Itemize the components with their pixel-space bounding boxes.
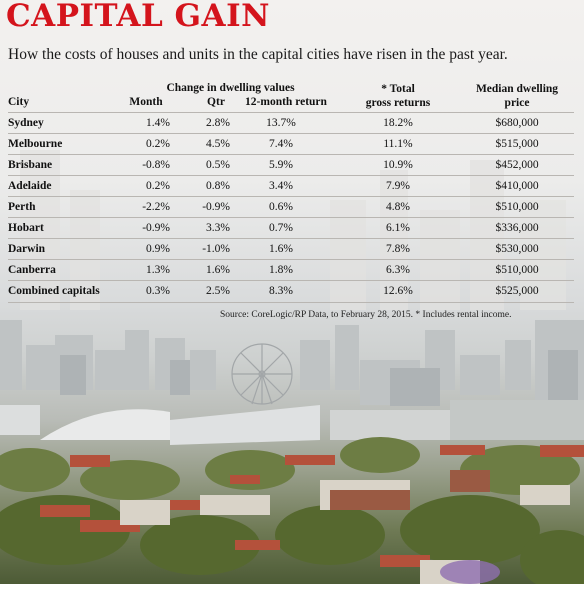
row-divider bbox=[8, 154, 574, 155]
header-12-month-return: 12-month return bbox=[245, 96, 327, 108]
month-change: 1.4% bbox=[146, 117, 170, 129]
city-name: Darwin bbox=[8, 243, 46, 255]
row-divider bbox=[8, 259, 574, 260]
gross-return: 7.9% bbox=[386, 180, 410, 192]
median-price: $680,000 bbox=[495, 117, 539, 129]
header-gross-returns-line2: gross returns bbox=[365, 97, 431, 109]
month-change: 0.3% bbox=[146, 285, 170, 297]
row-divider bbox=[8, 217, 574, 218]
median-price: $336,000 bbox=[495, 222, 539, 234]
row-divider bbox=[8, 302, 574, 303]
qtr-change: 2.8% bbox=[206, 117, 230, 129]
12-month-return: 1.6% bbox=[269, 243, 293, 255]
row-divider bbox=[8, 238, 574, 239]
qtr-change: 3.3% bbox=[206, 222, 230, 234]
header-median-price-line2: price bbox=[504, 97, 530, 109]
row-divider bbox=[8, 133, 574, 134]
header-city: City bbox=[8, 96, 30, 108]
median-price: $510,000 bbox=[495, 264, 539, 276]
12-month-return: 3.4% bbox=[269, 180, 293, 192]
gross-return: 6.1% bbox=[386, 222, 410, 234]
city-name: Brisbane bbox=[8, 159, 53, 171]
row-divider bbox=[8, 280, 574, 281]
12-month-return: 0.6% bbox=[269, 201, 293, 213]
median-price: $510,000 bbox=[495, 201, 539, 213]
median-price: $515,000 bbox=[495, 138, 539, 150]
month-change: 1.3% bbox=[146, 264, 170, 276]
group-header-dwelling-values: Change in dwelling values bbox=[166, 82, 295, 94]
12-month-return: 1.8% bbox=[269, 264, 293, 276]
table-row: Darwin 0.9% -1.0% 1.6% 7.8% $530,000 bbox=[8, 240, 574, 259]
gross-return: 6.3% bbox=[386, 264, 410, 276]
table-row: Adelaide 0.2% 0.8% 3.4% 7.9% $410,000 bbox=[8, 177, 574, 196]
qtr-change: 2.5% bbox=[206, 285, 230, 297]
month-change: -2.2% bbox=[142, 201, 170, 213]
median-price: $525,000 bbox=[495, 285, 539, 297]
source-note: Source: CoreLogic/RP Data, to February 2… bbox=[220, 310, 512, 320]
12-month-return: 13.7% bbox=[266, 117, 296, 129]
month-change: 0.9% bbox=[146, 243, 170, 255]
gross-return: 7.8% bbox=[386, 243, 410, 255]
table-row: Brisbane -0.8% 0.5% 5.9% 10.9% $452,000 bbox=[8, 156, 574, 175]
header-gross-returns-line1: * Total bbox=[381, 83, 415, 95]
row-divider bbox=[8, 196, 574, 197]
qtr-change: 0.5% bbox=[206, 159, 230, 171]
12-month-return: 0.7% bbox=[269, 222, 293, 234]
12-month-return: 5.9% bbox=[269, 159, 293, 171]
12-month-return: 8.3% bbox=[269, 285, 293, 297]
table-row: Combined capitals 0.3% 2.5% 8.3% 12.6% $… bbox=[8, 282, 574, 301]
month-change: 0.2% bbox=[146, 180, 170, 192]
gross-return: 18.2% bbox=[383, 117, 413, 129]
month-change: 0.2% bbox=[146, 138, 170, 150]
qtr-change: 0.8% bbox=[206, 180, 230, 192]
month-change: -0.9% bbox=[142, 222, 170, 234]
table-row: Canberra 1.3% 1.6% 1.8% 6.3% $510,000 bbox=[8, 261, 574, 280]
page-title: CAPITAL GAIN bbox=[6, 0, 270, 34]
gross-return: 11.1% bbox=[383, 138, 413, 150]
header-rule bbox=[8, 112, 574, 113]
city-name: Combined capitals bbox=[8, 285, 100, 297]
city-name: Adelaide bbox=[8, 180, 52, 192]
12-month-return: 7.4% bbox=[269, 138, 293, 150]
city-name: Hobart bbox=[8, 222, 44, 234]
table-row: Perth -2.2% -0.9% 0.6% 4.8% $510,000 bbox=[8, 198, 574, 217]
median-price: $452,000 bbox=[495, 159, 539, 171]
qtr-change: 1.6% bbox=[206, 264, 230, 276]
table-row: Hobart -0.9% 3.3% 0.7% 6.1% $336,000 bbox=[8, 219, 574, 238]
header-qtr: Qtr bbox=[207, 96, 225, 108]
qtr-change: -1.0% bbox=[202, 243, 230, 255]
median-price: $530,000 bbox=[495, 243, 539, 255]
gross-return: 4.8% bbox=[386, 201, 410, 213]
header-month: Month bbox=[129, 96, 163, 108]
page-subtitle: How the costs of houses and units in the… bbox=[8, 46, 508, 63]
city-name: Canberra bbox=[8, 264, 56, 276]
qtr-change: -0.9% bbox=[202, 201, 230, 213]
gross-return: 12.6% bbox=[383, 285, 413, 297]
table-row: Melbourne 0.2% 4.5% 7.4% 11.1% $515,000 bbox=[8, 135, 574, 154]
city-name: Melbourne bbox=[8, 138, 63, 150]
median-price: $410,000 bbox=[495, 180, 539, 192]
gross-return: 10.9% bbox=[383, 159, 413, 171]
header-median-price-line1: Median dwelling bbox=[475, 83, 559, 95]
row-divider bbox=[8, 175, 574, 176]
table-row: Sydney 1.4% 2.8% 13.7% 18.2% $680,000 bbox=[8, 114, 574, 133]
city-name: Sydney bbox=[8, 117, 44, 129]
city-name: Perth bbox=[8, 201, 36, 213]
month-change: -0.8% bbox=[142, 159, 170, 171]
qtr-change: 4.5% bbox=[206, 138, 230, 150]
